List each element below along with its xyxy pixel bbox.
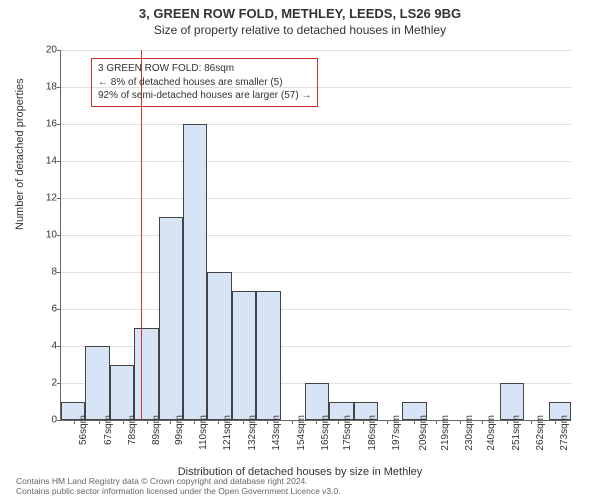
histogram-bar: [232, 291, 256, 421]
gridline: [61, 50, 571, 51]
x-tick-label: 240sqm: [486, 415, 497, 451]
x-tick-label: 56sqm: [78, 415, 89, 445]
y-tick: [57, 87, 61, 88]
histogram-bar: [110, 365, 134, 421]
y-tick-label: 16: [33, 119, 57, 130]
x-tick: [316, 420, 317, 424]
x-tick-label: 186sqm: [367, 415, 378, 451]
x-tick: [460, 420, 461, 424]
x-tick: [436, 420, 437, 424]
y-tick-label: 2: [33, 378, 57, 389]
x-tick-label: 209sqm: [418, 415, 429, 451]
histogram-bar: [159, 217, 183, 421]
gridline: [61, 235, 571, 236]
x-tick-label: 219sqm: [440, 415, 451, 451]
x-tick: [387, 420, 388, 424]
callout-line: 92% of semi-detached houses are larger (…: [98, 89, 311, 103]
x-tick-label: 132sqm: [247, 415, 258, 451]
x-tick-label: 99sqm: [174, 415, 185, 445]
histogram-bar: [85, 346, 109, 420]
x-tick-label: 175sqm: [342, 415, 353, 451]
page-title: 3, GREEN ROW FOLD, METHLEY, LEEDS, LS26 …: [0, 0, 600, 21]
y-tick: [57, 309, 61, 310]
plot-area: 0246810121416182056sqm67sqm78sqm89sqm99s…: [60, 50, 571, 421]
x-tick-label: 78sqm: [127, 415, 138, 445]
page-subtitle: Size of property relative to detached ho…: [0, 21, 600, 37]
x-tick: [218, 420, 219, 424]
footer-attribution: Contains HM Land Registry data © Crown c…: [16, 477, 341, 496]
y-tick-label: 12: [33, 193, 57, 204]
x-tick-label: 154sqm: [296, 415, 307, 451]
x-tick: [74, 420, 75, 424]
x-tick: [170, 420, 171, 424]
footer-line-2: Contains public sector information licen…: [16, 487, 341, 496]
y-tick-label: 8: [33, 267, 57, 278]
x-tick-label: 165sqm: [320, 415, 331, 451]
y-tick-label: 4: [33, 341, 57, 352]
y-tick-label: 10: [33, 230, 57, 241]
gridline: [61, 161, 571, 162]
y-tick-label: 18: [33, 82, 57, 93]
y-tick: [57, 272, 61, 273]
histogram-bar: [207, 272, 231, 420]
histogram-bar: [134, 328, 158, 421]
x-tick: [292, 420, 293, 424]
x-tick-label: 273sqm: [559, 415, 570, 451]
x-tick: [482, 420, 483, 424]
x-tick: [147, 420, 148, 424]
callout-line: ← 8% of detached houses are smaller (5): [98, 76, 311, 90]
y-tick: [57, 50, 61, 51]
callout-line: 3 GREEN ROW FOLD: 86sqm: [98, 62, 311, 76]
y-tick: [57, 161, 61, 162]
gridline: [61, 272, 571, 273]
histogram-bar: [256, 291, 280, 421]
x-tick: [99, 420, 100, 424]
x-tick: [363, 420, 364, 424]
x-tick-label: 121sqm: [222, 415, 233, 451]
y-tick-label: 6: [33, 304, 57, 315]
y-axis-label: Number of detached properties: [14, 78, 26, 230]
chart-container: 3, GREEN ROW FOLD, METHLEY, LEEDS, LS26 …: [0, 0, 600, 500]
y-tick-label: 14: [33, 156, 57, 167]
gridline: [61, 198, 571, 199]
x-tick-label: 197sqm: [391, 415, 402, 451]
x-tick-label: 262sqm: [535, 415, 546, 451]
y-tick-label: 20: [33, 45, 57, 56]
y-tick-label: 0: [33, 415, 57, 426]
y-tick: [57, 124, 61, 125]
x-tick: [414, 420, 415, 424]
x-tick: [338, 420, 339, 424]
x-tick: [267, 420, 268, 424]
histogram-bar: [183, 124, 207, 420]
x-tick: [531, 420, 532, 424]
y-tick: [57, 235, 61, 236]
x-tick-label: 67sqm: [103, 415, 114, 445]
x-tick-label: 89sqm: [151, 415, 162, 445]
x-tick-label: 230sqm: [464, 415, 475, 451]
x-tick: [507, 420, 508, 424]
y-tick: [57, 383, 61, 384]
x-tick-label: 143sqm: [271, 415, 282, 451]
y-tick: [57, 346, 61, 347]
y-tick: [57, 420, 61, 421]
gridline: [61, 309, 571, 310]
x-tick-label: 251sqm: [511, 415, 522, 451]
callout-box: 3 GREEN ROW FOLD: 86sqm← 8% of detached …: [91, 58, 318, 107]
gridline: [61, 124, 571, 125]
x-tick-label: 110sqm: [198, 415, 209, 450]
x-tick: [194, 420, 195, 424]
x-tick: [243, 420, 244, 424]
y-tick: [57, 198, 61, 199]
x-tick: [123, 420, 124, 424]
x-tick: [555, 420, 556, 424]
